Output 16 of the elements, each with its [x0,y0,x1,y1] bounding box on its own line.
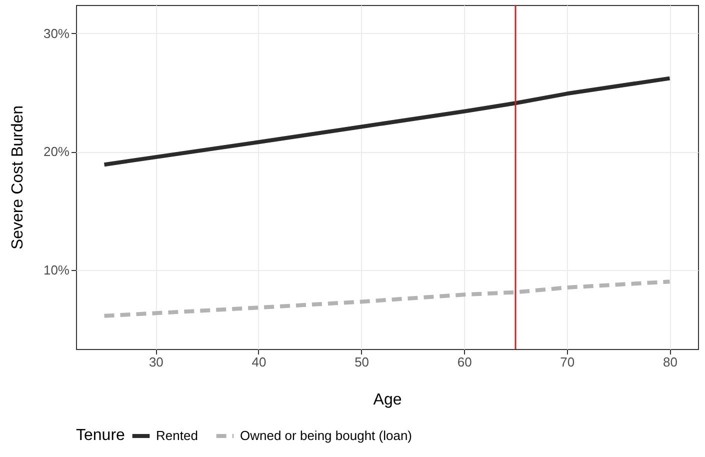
x-tick-label: 60 [457,354,472,370]
line-series [102,280,672,318]
x-tick-label: 40 [252,354,266,370]
x-axis-title: Age [373,392,402,408]
y-tick-label: 30% [43,26,70,41]
line-series [102,76,672,167]
x-tick-label: 30 [148,354,164,370]
x-tick-label: 70 [560,354,575,370]
legend-title: Tenure [76,427,126,444]
legend-label: Rented [156,428,198,443]
y-axis-title: Severe Cost Burden [9,105,26,250]
legend-label: Owned or being bought (loan) [240,428,412,443]
y-tick-label: 10% [43,262,70,278]
x-tick-label: 80 [662,354,678,370]
x-tick-label: 50 [354,354,370,370]
y-tick-label: 20% [43,144,70,160]
